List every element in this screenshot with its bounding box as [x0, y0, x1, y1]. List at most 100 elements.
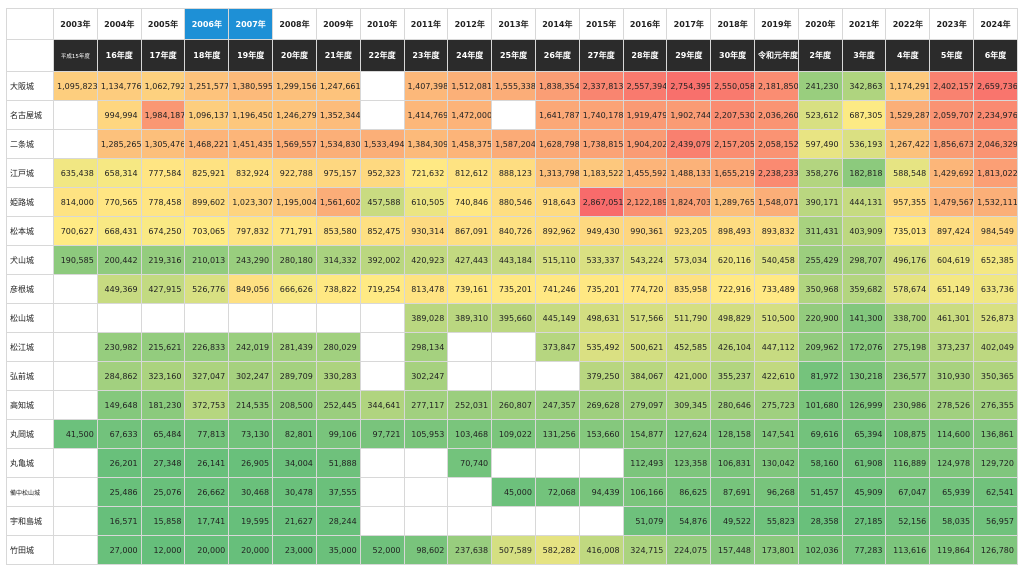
- value-cell: [96, 303, 142, 333]
- value-cell: 113,616: [885, 535, 931, 565]
- year-header: 2007年: [228, 8, 274, 40]
- value-cell: 99,106: [315, 419, 361, 449]
- value-cell: 930,314: [403, 216, 449, 246]
- value-cell: 923,205: [666, 216, 712, 246]
- value-cell: 311,431: [797, 216, 843, 246]
- year-header: 2021年: [841, 8, 887, 40]
- value-cell: 338,700: [885, 303, 931, 333]
- table-row: 犬山城 190,585 200,442 219,316 210,013 243,290 28…: [6, 245, 1018, 275]
- era-header-row: 平成15年度 16年度 17年度 18年度 19年度 20年度 21年度 22年度 23年度 24…: [6, 39, 1018, 72]
- table-row: 二条城 1,285,265 1,305,476 1,468,221 1,451,435 1…: [6, 129, 1018, 159]
- value-cell: 1,738,815: [578, 129, 624, 159]
- value-cell: 500,621: [622, 332, 668, 362]
- castle-name: 名古屋城: [6, 100, 54, 130]
- year-header: 2004年: [96, 8, 142, 40]
- value-cell: 344,641: [359, 390, 405, 420]
- year-header: 2019年: [754, 8, 799, 40]
- value-cell: 58,160: [797, 448, 843, 478]
- era-header: 19年度: [228, 39, 274, 72]
- value-cell: 280,180: [272, 245, 317, 275]
- value-cell: 279,097: [622, 390, 668, 420]
- value-cell: 922,788: [272, 158, 317, 188]
- value-cell: 127,624: [666, 419, 712, 449]
- value-cell: 230,986: [885, 390, 931, 420]
- value-cell: 1,813,022: [973, 158, 1018, 188]
- value-cell: 652,385: [973, 245, 1018, 275]
- value-cell: 2,234,976: [973, 100, 1018, 130]
- value-cell: 2,238,233: [754, 158, 799, 188]
- value-cell: 12,000: [140, 535, 186, 565]
- value-cell: 372,753: [184, 390, 230, 420]
- value-cell: 416,008: [578, 535, 624, 565]
- castle-name: 高知城: [6, 390, 54, 420]
- value-cell: [403, 477, 449, 507]
- value-cell: 355,237: [710, 361, 755, 391]
- year-header: 2012年: [447, 8, 493, 40]
- value-cell: 224,075: [666, 535, 712, 565]
- value-cell: 984,549: [973, 216, 1018, 246]
- value-cell: 658,314: [96, 158, 142, 188]
- value-cell: 510,500: [754, 303, 799, 333]
- value-cell: 420,923: [403, 245, 449, 275]
- value-cell: 65,939: [929, 477, 975, 507]
- value-cell: 51,457: [797, 477, 843, 507]
- castle-name: 松本城: [6, 216, 54, 246]
- table-row: 彦根城 449,369 427,915 526,776 849,056 666,626 73…: [6, 274, 1018, 304]
- value-cell: 1,380,595: [228, 71, 274, 101]
- value-cell: 812,612: [447, 158, 493, 188]
- value-cell: 124,978: [929, 448, 975, 478]
- value-cell: 1,183,522: [578, 158, 624, 188]
- value-cell: 94,439: [578, 477, 624, 507]
- value-cell: [359, 448, 405, 478]
- era-header: 6年度: [973, 39, 1018, 72]
- value-cell: 302,247: [228, 361, 274, 391]
- value-cell: 832,924: [228, 158, 274, 188]
- value-cell: 840,726: [491, 216, 536, 246]
- era-header: 26年度: [534, 39, 580, 72]
- value-cell: [447, 361, 493, 391]
- era-header: 30年度: [710, 39, 755, 72]
- table-row: 丸亀城 26,201 27,348 26,141 26,905 34,004 51,888 7…: [6, 448, 1018, 478]
- value-cell: 771,791: [272, 216, 317, 246]
- value-cell: 635,438: [53, 158, 98, 188]
- value-cell: 1,533,494: [359, 129, 405, 159]
- value-cell: 214,535: [228, 390, 274, 420]
- year-header: 2016年: [622, 8, 668, 40]
- value-cell: 116,889: [885, 448, 931, 478]
- value-cell: 278,526: [929, 390, 975, 420]
- value-cell: 1,023,307: [228, 187, 274, 217]
- value-cell: 255,429: [797, 245, 843, 275]
- value-cell: 77,283: [841, 535, 887, 565]
- value-cell: 389,310: [447, 303, 493, 333]
- year-header: 2024年: [973, 8, 1018, 40]
- value-cell: 526,873: [973, 303, 1018, 333]
- value-cell: 147,541: [754, 419, 799, 449]
- value-cell: [315, 303, 361, 333]
- value-cell: 1,458,375: [447, 129, 493, 159]
- value-cell: 949,430: [578, 216, 624, 246]
- value-cell: 1,195,004: [272, 187, 317, 217]
- year-header: 2008年: [272, 8, 317, 40]
- value-cell: 67,047: [885, 477, 931, 507]
- value-cell: 41,500: [53, 419, 98, 449]
- value-cell: 2,207,530: [710, 100, 755, 130]
- value-cell: 2,439,079: [666, 129, 712, 159]
- value-cell: 445,149: [534, 303, 580, 333]
- era-header: 17年度: [140, 39, 186, 72]
- table-row: 高知城 149,648 181,230 372,753 214,535 208,500 25…: [6, 390, 1018, 420]
- value-cell: 427,915: [140, 274, 186, 304]
- value-cell: 777,584: [140, 158, 186, 188]
- value-cell: 735,013: [885, 216, 931, 246]
- value-cell: [359, 361, 405, 391]
- value-cell: 182,818: [841, 158, 887, 188]
- castle-name: 弘前城: [6, 361, 54, 391]
- castle-name: 犬山城: [6, 245, 54, 275]
- value-cell: 1,569,557: [272, 129, 317, 159]
- year-header: 2017年: [666, 8, 712, 40]
- era-header: 27年度: [578, 39, 624, 72]
- value-cell: 172,076: [841, 332, 887, 362]
- value-cell: 208,500: [272, 390, 317, 420]
- era-header: 令和元年度: [754, 39, 799, 72]
- value-cell: 1,384,309: [403, 129, 449, 159]
- value-cell: 309,345: [666, 390, 712, 420]
